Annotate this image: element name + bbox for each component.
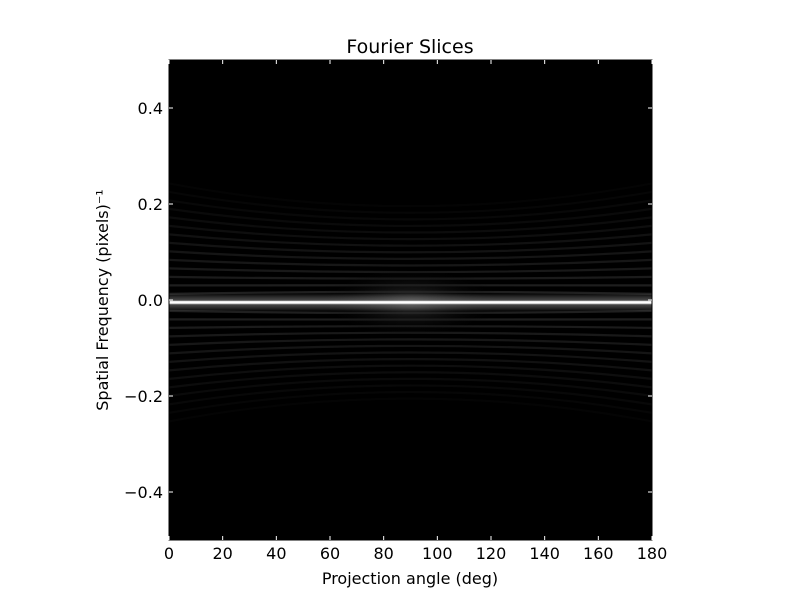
ripple-band (169, 371, 652, 389)
y-tick-label: −0.2 (124, 387, 163, 406)
x-tick-label: 60 (320, 544, 340, 563)
heatmap-intensity (169, 199, 652, 406)
y-axis: 0.4 0.2 0.0 −0.2 −0.4 (124, 99, 652, 502)
ripple-band (169, 233, 652, 247)
ripple-band (169, 338, 652, 346)
ripple-band (169, 216, 652, 234)
x-tick-label: 120 (476, 544, 507, 563)
ripple-band (169, 250, 652, 260)
ripple-band (169, 258, 652, 267)
x-tick-label: 160 (583, 544, 614, 563)
x-tick-label: 140 (529, 544, 560, 563)
y-axis-label: Spatial Frequency (pixels)⁻¹ (93, 189, 112, 410)
chart-title: Fourier Slices (346, 36, 473, 58)
x-tick-label: 180 (637, 544, 668, 563)
x-tick-label: 40 (266, 544, 286, 563)
ripple-band (169, 377, 652, 397)
ripple-band (169, 224, 652, 241)
x-tick-label: 100 (422, 544, 453, 563)
ripple-band (169, 344, 652, 355)
x-tick-label: 0 (164, 544, 174, 563)
ripple-band (169, 241, 652, 254)
x-tick-label: 80 (373, 544, 393, 563)
x-axis-label: Projection angle (deg) (322, 569, 498, 588)
ripple-band (169, 351, 652, 363)
ripple-band (169, 207, 652, 228)
y-tick-label: 0.2 (138, 195, 163, 214)
ripple-bands (169, 199, 652, 406)
ripple-band (169, 384, 652, 406)
x-tick-label: 20 (212, 544, 232, 563)
y-tick-label: 0.0 (138, 291, 163, 310)
y-tick-label: 0.4 (138, 99, 163, 118)
ripple-band (169, 358, 652, 372)
y-tick-label: −0.4 (124, 483, 163, 502)
ripple-band (169, 364, 652, 380)
x-axis: 0 20 40 60 80 100 120 140 160 180 (164, 60, 667, 563)
ripple-band (169, 199, 652, 221)
plot-area (168, 59, 653, 541)
bright-line (169, 301, 652, 304)
